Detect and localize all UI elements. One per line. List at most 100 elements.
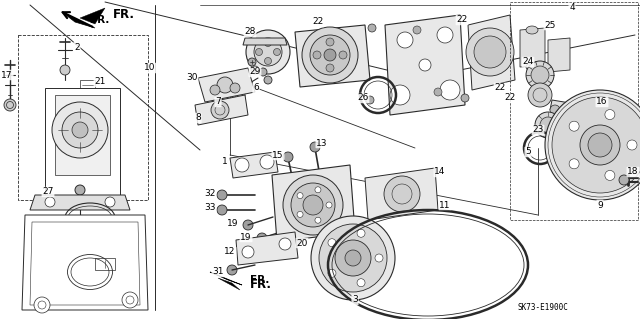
Text: 25: 25	[544, 20, 556, 29]
Text: 18: 18	[627, 167, 639, 176]
Circle shape	[384, 176, 420, 212]
Text: 29: 29	[250, 68, 260, 77]
Polygon shape	[236, 232, 298, 265]
Circle shape	[283, 175, 343, 235]
Circle shape	[45, 197, 55, 207]
Polygon shape	[80, 8, 105, 24]
Circle shape	[580, 125, 620, 165]
Circle shape	[52, 102, 108, 158]
Text: 19: 19	[240, 233, 252, 241]
Circle shape	[328, 269, 336, 277]
Circle shape	[230, 83, 240, 93]
Circle shape	[326, 64, 334, 72]
Circle shape	[264, 76, 272, 84]
Circle shape	[105, 197, 115, 207]
Circle shape	[440, 80, 460, 100]
Circle shape	[279, 238, 291, 250]
Text: 16: 16	[596, 98, 608, 107]
Text: 6: 6	[253, 84, 259, 93]
Text: 10: 10	[144, 63, 156, 72]
Circle shape	[242, 246, 254, 258]
Polygon shape	[30, 195, 130, 210]
Circle shape	[303, 195, 323, 215]
Circle shape	[227, 265, 237, 275]
Text: 24: 24	[522, 57, 534, 66]
Circle shape	[235, 158, 249, 172]
Circle shape	[297, 211, 303, 218]
Text: 22: 22	[312, 18, 324, 26]
Polygon shape	[468, 15, 515, 90]
Circle shape	[605, 170, 615, 181]
Text: 33: 33	[204, 204, 216, 212]
Polygon shape	[45, 88, 120, 195]
Polygon shape	[548, 38, 570, 72]
Circle shape	[313, 51, 321, 59]
Text: 30: 30	[186, 73, 198, 83]
Text: 13: 13	[316, 138, 328, 147]
Text: 15: 15	[272, 151, 284, 160]
Circle shape	[569, 159, 579, 169]
Circle shape	[324, 49, 336, 61]
Circle shape	[328, 239, 336, 247]
Circle shape	[368, 24, 376, 32]
Polygon shape	[55, 95, 110, 175]
Circle shape	[4, 99, 16, 111]
Polygon shape	[295, 25, 370, 87]
Circle shape	[437, 27, 453, 43]
Circle shape	[319, 224, 387, 292]
Circle shape	[588, 133, 612, 157]
Circle shape	[397, 32, 413, 48]
Text: 14: 14	[435, 167, 445, 176]
Circle shape	[434, 88, 442, 96]
Polygon shape	[210, 272, 242, 285]
Circle shape	[60, 65, 70, 75]
Circle shape	[264, 57, 271, 64]
Circle shape	[310, 35, 350, 75]
Text: FR.: FR.	[90, 15, 109, 25]
Text: 9: 9	[597, 201, 603, 210]
Text: 27: 27	[42, 188, 54, 197]
Circle shape	[291, 183, 335, 227]
Polygon shape	[385, 15, 465, 115]
Text: 22: 22	[494, 84, 506, 93]
Ellipse shape	[526, 26, 538, 34]
Circle shape	[590, 108, 600, 118]
Text: 4: 4	[569, 4, 575, 12]
Circle shape	[357, 279, 365, 287]
Circle shape	[605, 109, 615, 120]
Text: 22: 22	[504, 93, 516, 102]
Circle shape	[528, 83, 552, 107]
Text: 3: 3	[352, 295, 358, 305]
Circle shape	[257, 233, 267, 243]
Circle shape	[290, 237, 300, 247]
Polygon shape	[62, 12, 95, 28]
Circle shape	[535, 112, 561, 138]
Circle shape	[390, 85, 410, 105]
Text: FR.: FR.	[250, 278, 272, 291]
Circle shape	[248, 58, 256, 66]
Circle shape	[569, 121, 579, 131]
Text: 17: 17	[1, 70, 13, 79]
Circle shape	[531, 66, 549, 84]
Circle shape	[243, 220, 253, 230]
Text: 8: 8	[195, 114, 201, 122]
Polygon shape	[520, 28, 545, 67]
Polygon shape	[218, 278, 240, 290]
Text: FR.: FR.	[113, 9, 135, 21]
Text: FR.: FR.	[250, 275, 269, 285]
Circle shape	[34, 297, 50, 313]
Text: 26: 26	[357, 93, 369, 102]
Circle shape	[122, 292, 138, 308]
Circle shape	[375, 254, 383, 262]
Circle shape	[273, 48, 280, 56]
Text: 1: 1	[222, 158, 228, 167]
Text: 2: 2	[74, 42, 80, 51]
Circle shape	[217, 77, 233, 93]
Circle shape	[217, 205, 227, 215]
Polygon shape	[195, 95, 248, 125]
Polygon shape	[365, 168, 438, 220]
Circle shape	[619, 175, 629, 185]
Circle shape	[345, 250, 361, 266]
Circle shape	[251, 66, 259, 74]
Circle shape	[72, 122, 88, 138]
